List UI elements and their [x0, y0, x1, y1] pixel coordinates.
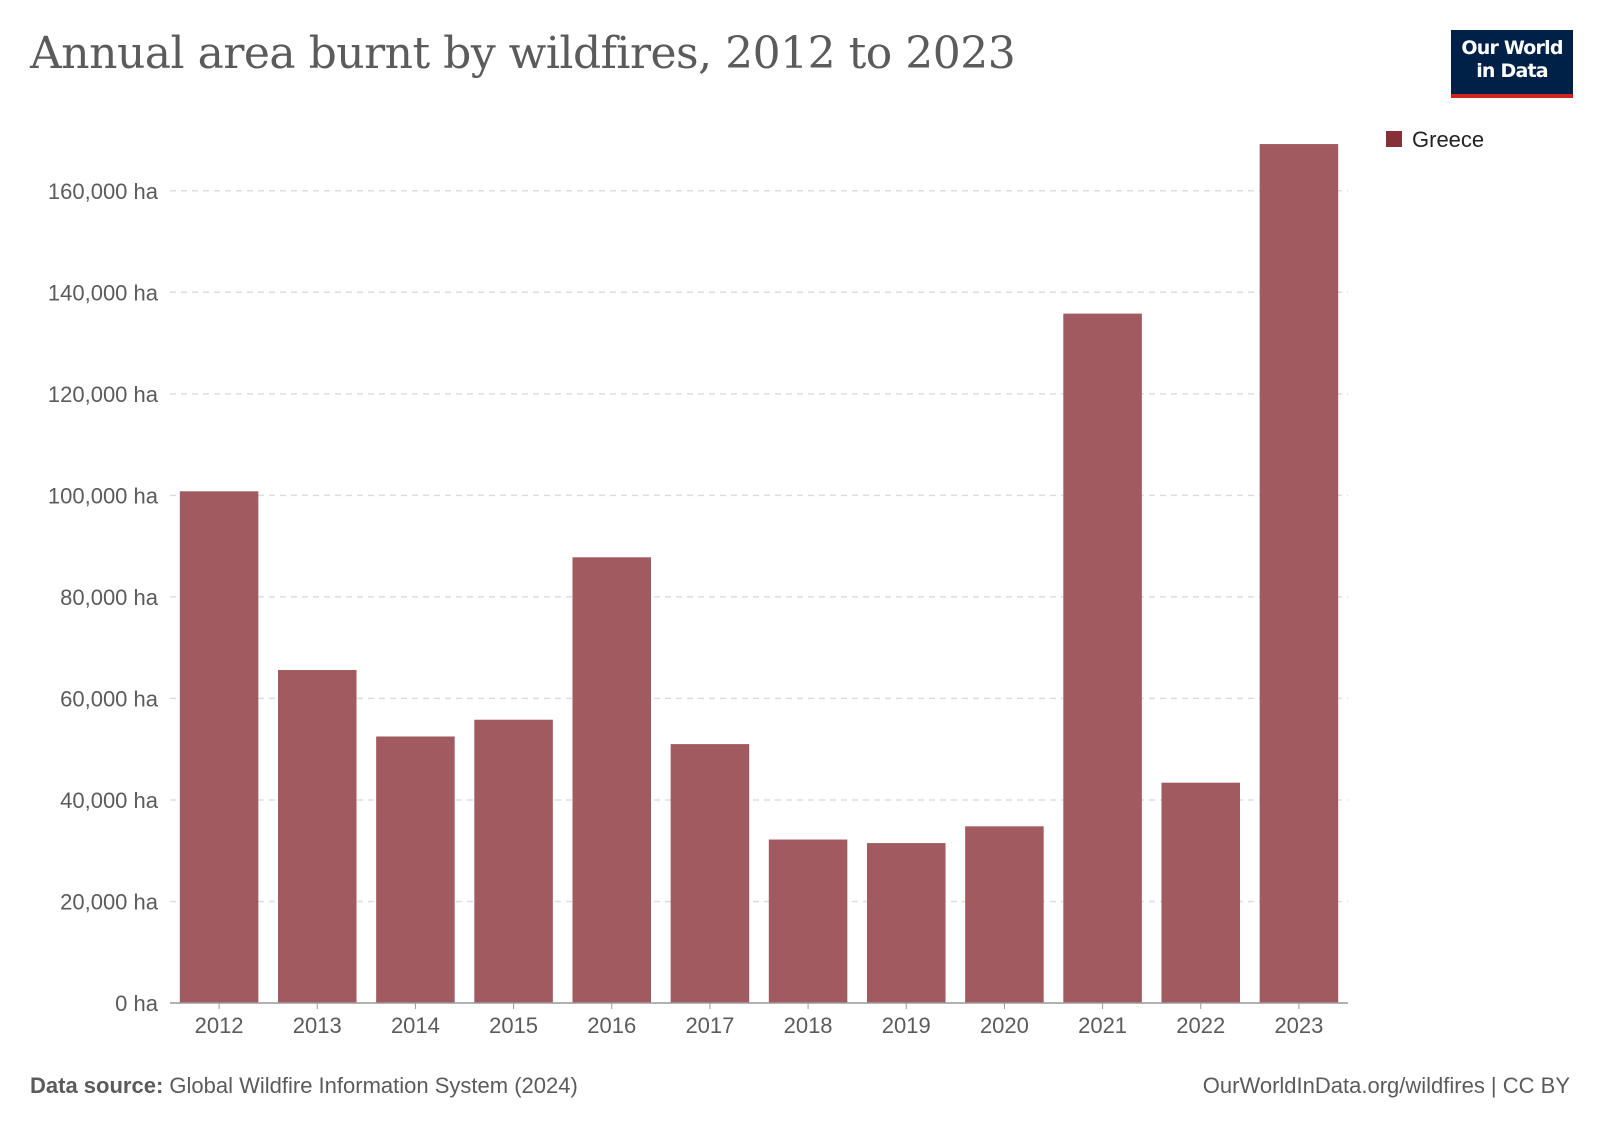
- y-tick-label: 40,000 ha: [60, 788, 159, 813]
- logo-text: Our World in Data: [1451, 37, 1573, 83]
- x-tick-label: 2013: [293, 1013, 342, 1038]
- x-tick-label: 2019: [882, 1013, 931, 1038]
- y-tick-label: 100,000 ha: [48, 483, 159, 508]
- x-tick-label: 2022: [1176, 1013, 1225, 1038]
- data-source-text: Global Wildfire Information System (2024…: [169, 1073, 578, 1098]
- bar-2012[interactable]: [179, 491, 259, 1003]
- bar-2022[interactable]: [1161, 782, 1241, 1003]
- axes: 0 ha 20,000 ha 40,000 ha 60,000 ha 80,000 ha…: [48, 179, 1348, 1038]
- owid-logo[interactable]: Our World in Data: [1451, 30, 1573, 98]
- legend[interactable]: Greece: [1386, 127, 1484, 152]
- y-tick-label: 140,000 ha: [48, 280, 159, 305]
- bar-2019[interactable]: [866, 843, 946, 1003]
- x-tick-label: 2014: [391, 1013, 440, 1038]
- bar-2015[interactable]: [474, 719, 553, 1003]
- bars: [179, 144, 1339, 1004]
- x-tick-label: 2023: [1274, 1013, 1323, 1038]
- data-source-label: Data source:: [30, 1073, 164, 1098]
- y-tick-label: 60,000 ha: [60, 686, 159, 711]
- gridlines: [170, 190, 1348, 903]
- bar-2017[interactable]: [670, 744, 750, 1003]
- logo-line-2: in Data: [1476, 60, 1548, 82]
- legend-label-greece: Greece: [1412, 127, 1484, 152]
- chart-title: Annual area burnt by wildfires, 2012 to …: [30, 28, 1016, 79]
- y-tick-label: 0 ha: [115, 991, 159, 1016]
- bar-2021[interactable]: [1063, 313, 1142, 1003]
- y-tick-label: 160,000 ha: [48, 179, 159, 204]
- bar-2023[interactable]: [1259, 144, 1339, 1004]
- data-source: Data source: Global Wildfire Information…: [30, 1073, 578, 1099]
- x-tick-label: 2018: [784, 1013, 833, 1038]
- x-tick-label: 2020: [980, 1013, 1029, 1038]
- bar-2014[interactable]: [376, 736, 455, 1003]
- bar-2013[interactable]: [277, 669, 357, 1003]
- bar-2016[interactable]: [572, 557, 652, 1003]
- y-tick-label: 80,000 ha: [60, 585, 159, 610]
- x-tick-label: 2017: [685, 1013, 734, 1038]
- logo-line-1: Our World: [1461, 37, 1563, 59]
- source-link[interactable]: OurWorldInData.org/wildfires | CC BY: [1202, 1073, 1570, 1098]
- x-tick-label: 2015: [489, 1013, 538, 1038]
- y-tick-label: 20,000 ha: [60, 889, 159, 914]
- x-tick-label: 2021: [1078, 1013, 1127, 1038]
- bar-2018[interactable]: [768, 839, 848, 1003]
- x-tick-label: 2012: [195, 1013, 244, 1038]
- bar-2020[interactable]: [965, 826, 1044, 1003]
- x-tick-label: 2016: [587, 1013, 636, 1038]
- y-tick-label: 120,000 ha: [48, 382, 159, 407]
- legend-swatch-greece: [1386, 131, 1402, 147]
- bar-chart: 0 ha 20,000 ha 40,000 ha 60,000 ha 80,000 ha…: [48, 127, 1484, 1038]
